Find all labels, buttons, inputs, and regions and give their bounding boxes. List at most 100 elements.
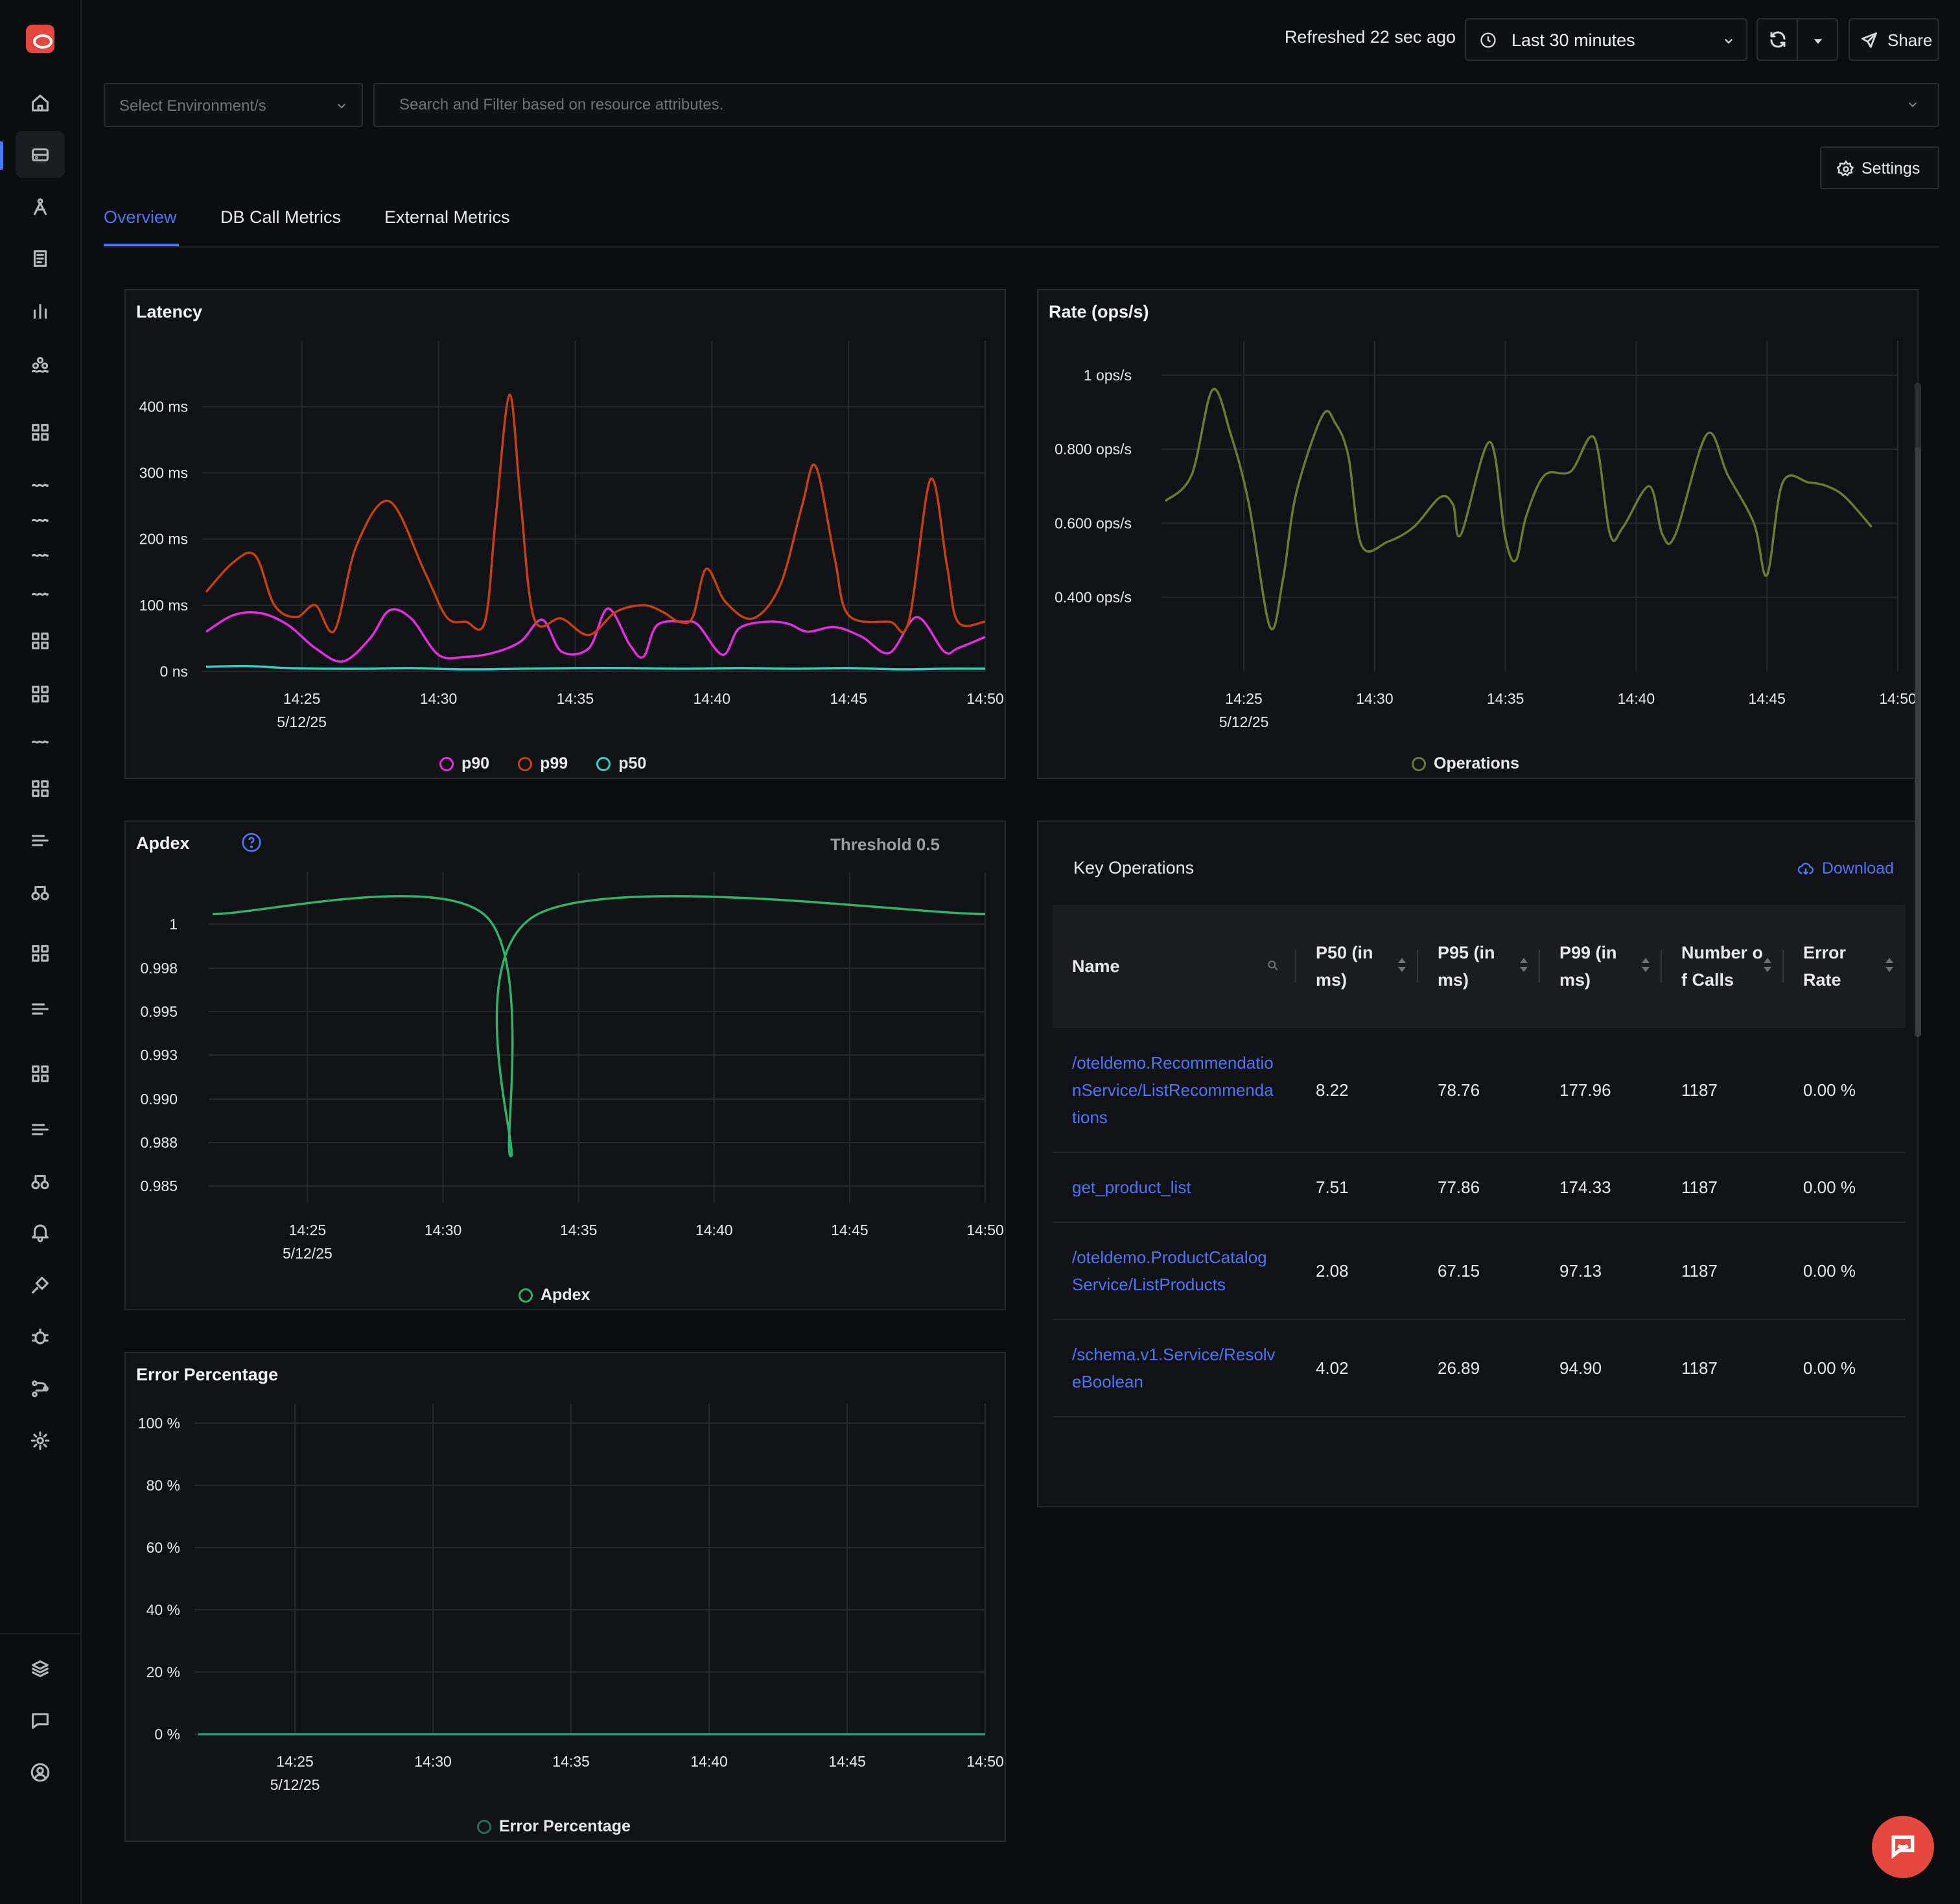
home-icon[interactable] bbox=[27, 89, 54, 117]
column-header-number-of-calls[interactable]: Number of Calls bbox=[1662, 905, 1784, 1028]
p50-value: 4.02 bbox=[1296, 1319, 1418, 1417]
series-line-p99[interactable] bbox=[205, 393, 986, 636]
waves-icon[interactable] bbox=[27, 581, 54, 608]
x-tick-label: 14:30 bbox=[425, 1222, 462, 1238]
error-percentage-chart[interactable]: 100 % 80 % 60 % 40 % 20 % 0 % 14:25 5/12/25 14:3… bbox=[126, 1353, 1007, 1843]
legend-item-error-percentage[interactable]: Error Percentage bbox=[477, 1817, 631, 1836]
y-tick-label: 1 ops/s bbox=[1084, 367, 1132, 384]
legend-item-operations[interactable]: Operations bbox=[1412, 754, 1519, 773]
service-map-icon[interactable] bbox=[27, 1375, 54, 1402]
series-line-apdex[interactable] bbox=[212, 895, 986, 1157]
help-icon[interactable] bbox=[241, 832, 262, 853]
search-icon[interactable] bbox=[1266, 959, 1279, 972]
column-header-p99[interactable]: P99 (in ms) bbox=[1540, 905, 1662, 1028]
x-date-label: 5/12/25 bbox=[270, 1776, 320, 1793]
chart-legend: Operations bbox=[1412, 754, 1519, 773]
x-tick-label: 14:45 bbox=[830, 690, 867, 707]
operation-name-link[interactable]: get_product_list bbox=[1053, 1152, 1296, 1223]
list-icon[interactable] bbox=[27, 1116, 54, 1143]
error-rate-value: 0.00 % bbox=[1784, 1152, 1906, 1223]
waves-icon[interactable] bbox=[27, 507, 54, 534]
sort-icon[interactable] bbox=[1763, 958, 1772, 975]
x-tick-label: 14:30 bbox=[1356, 690, 1394, 707]
sort-icon[interactable] bbox=[1641, 958, 1650, 975]
y-tick-label: 200 ms bbox=[139, 531, 188, 548]
user-icon[interactable] bbox=[27, 1759, 54, 1786]
operation-name-link[interactable]: /oteldemo.RecommendationService/ListReco… bbox=[1053, 1028, 1296, 1153]
grid-icon[interactable] bbox=[27, 680, 54, 708]
binoculars-icon[interactable] bbox=[27, 1168, 54, 1195]
integrations-icon[interactable] bbox=[27, 1271, 54, 1299]
grid-icon[interactable] bbox=[27, 627, 54, 655]
logs-icon[interactable] bbox=[27, 245, 54, 272]
legend-item-p99[interactable]: p99 bbox=[518, 754, 568, 773]
apdex-panel: Apdex Threshold 0.5 1 0.998 0.995 0.993 0.99… bbox=[124, 820, 1006, 1310]
y-tick-label: 100 % bbox=[138, 1415, 180, 1432]
chat-icon bbox=[1891, 1835, 1915, 1859]
table-row[interactable]: /schema.v1.Service/ResolveBoolean 4.02 2… bbox=[1053, 1319, 1906, 1417]
grid-icon[interactable] bbox=[27, 1060, 54, 1087]
operation-name-link[interactable]: /schema.v1.Service/ResolveBoolean bbox=[1053, 1319, 1296, 1417]
series-line-operations[interactable] bbox=[1164, 388, 1872, 631]
latency-chart[interactable]: 400 ms 300 ms 200 ms 100 ms 0 ns 14:25 5/12/25… bbox=[126, 290, 1007, 780]
chat-icon[interactable] bbox=[27, 1707, 54, 1734]
sidebar-divider bbox=[0, 1633, 82, 1634]
column-header-name[interactable]: Name bbox=[1053, 905, 1296, 1028]
exceptions-icon[interactable] bbox=[27, 1323, 54, 1351]
sort-icon[interactable] bbox=[1885, 958, 1894, 975]
refresh-interval-dropdown[interactable] bbox=[1797, 18, 1838, 61]
calls-value: 1187 bbox=[1662, 1222, 1784, 1320]
y-tick-label: 0 % bbox=[154, 1726, 180, 1743]
legend-item-p50[interactable]: p50 bbox=[596, 754, 646, 773]
table-row[interactable]: /oteldemo.RecommendationService/ListReco… bbox=[1053, 1028, 1906, 1153]
table-row[interactable]: get_product_list 7.51 77.86 174.33 1187 … bbox=[1053, 1152, 1906, 1223]
series-line-p50[interactable] bbox=[205, 665, 986, 671]
binoculars-icon[interactable] bbox=[27, 879, 54, 906]
environment-select[interactable]: Select Environment/s bbox=[104, 83, 363, 127]
rate-chart[interactable]: 1 ops/s 0.800 ops/s 0.600 ops/s 0.400 ops/s… bbox=[1038, 290, 1920, 780]
tab-external-metrics[interactable]: External Metrics bbox=[384, 207, 510, 227]
x-tick-label: 14:40 bbox=[1618, 690, 1655, 707]
services-icon[interactable] bbox=[27, 141, 54, 168]
resource-attribute-search-input[interactable] bbox=[373, 83, 1939, 127]
refreshed-status: Refreshed 22 sec ago bbox=[1284, 27, 1456, 47]
column-header-p50[interactable]: P50 (in ms) bbox=[1296, 905, 1418, 1028]
column-header-p95[interactable]: P95 (in ms) bbox=[1418, 905, 1540, 1028]
share-button[interactable]: Share bbox=[1849, 18, 1939, 61]
time-range-select[interactable]: Last 30 minutes bbox=[1465, 18, 1747, 61]
grid-icon[interactable] bbox=[27, 940, 54, 967]
tab-overview[interactable]: Overview bbox=[104, 207, 177, 227]
traces-icon[interactable] bbox=[27, 193, 54, 220]
tab-db-call-metrics[interactable]: DB Call Metrics bbox=[220, 207, 342, 227]
support-chat-button[interactable] bbox=[1872, 1816, 1934, 1878]
sort-icon[interactable] bbox=[1519, 958, 1528, 975]
apdex-chart[interactable]: 1 0.998 0.995 0.993 0.990 0.988 0.985 14:25 5/12… bbox=[126, 822, 1007, 1312]
waves-icon[interactable] bbox=[27, 542, 54, 569]
list-icon[interactable] bbox=[27, 827, 54, 854]
operation-name-link[interactable]: /oteldemo.ProductCatalogService/ListProd… bbox=[1053, 1222, 1296, 1320]
x-date-label: 5/12/25 bbox=[283, 1245, 332, 1262]
waves-icon[interactable] bbox=[27, 472, 54, 499]
alerts-icon[interactable] bbox=[27, 1218, 54, 1246]
refresh-button[interactable] bbox=[1756, 18, 1798, 61]
grid-icon[interactable] bbox=[27, 419, 54, 446]
legend-item-p90[interactable]: p90 bbox=[439, 754, 489, 773]
scrollbar-thumb[interactable] bbox=[1915, 447, 1921, 1037]
series-line-p90[interactable] bbox=[205, 607, 986, 663]
y-tick-label: 0 ns bbox=[160, 663, 188, 680]
list-icon[interactable] bbox=[27, 995, 54, 1023]
signoz-logo[interactable] bbox=[26, 25, 54, 53]
legend-item-apdex[interactable]: Apdex bbox=[519, 1286, 590, 1305]
waves-icon[interactable] bbox=[27, 728, 54, 756]
messaging-queues-icon[interactable] bbox=[27, 351, 54, 378]
table-row[interactable]: /oteldemo.ProductCatalogService/ListProd… bbox=[1053, 1222, 1906, 1320]
download-button[interactable]: Download bbox=[1797, 859, 1894, 878]
settings-icon[interactable] bbox=[27, 1427, 54, 1454]
grid-icon[interactable] bbox=[27, 775, 54, 802]
layers-icon[interactable] bbox=[27, 1655, 54, 1682]
sort-icon[interactable] bbox=[1397, 958, 1406, 975]
x-date-label: 5/12/25 bbox=[1219, 714, 1269, 730]
column-header-error-rate[interactable]: Error Rate bbox=[1784, 905, 1906, 1028]
settings-button[interactable]: Settings bbox=[1820, 146, 1939, 189]
dashboards-icon[interactable] bbox=[27, 297, 54, 324]
